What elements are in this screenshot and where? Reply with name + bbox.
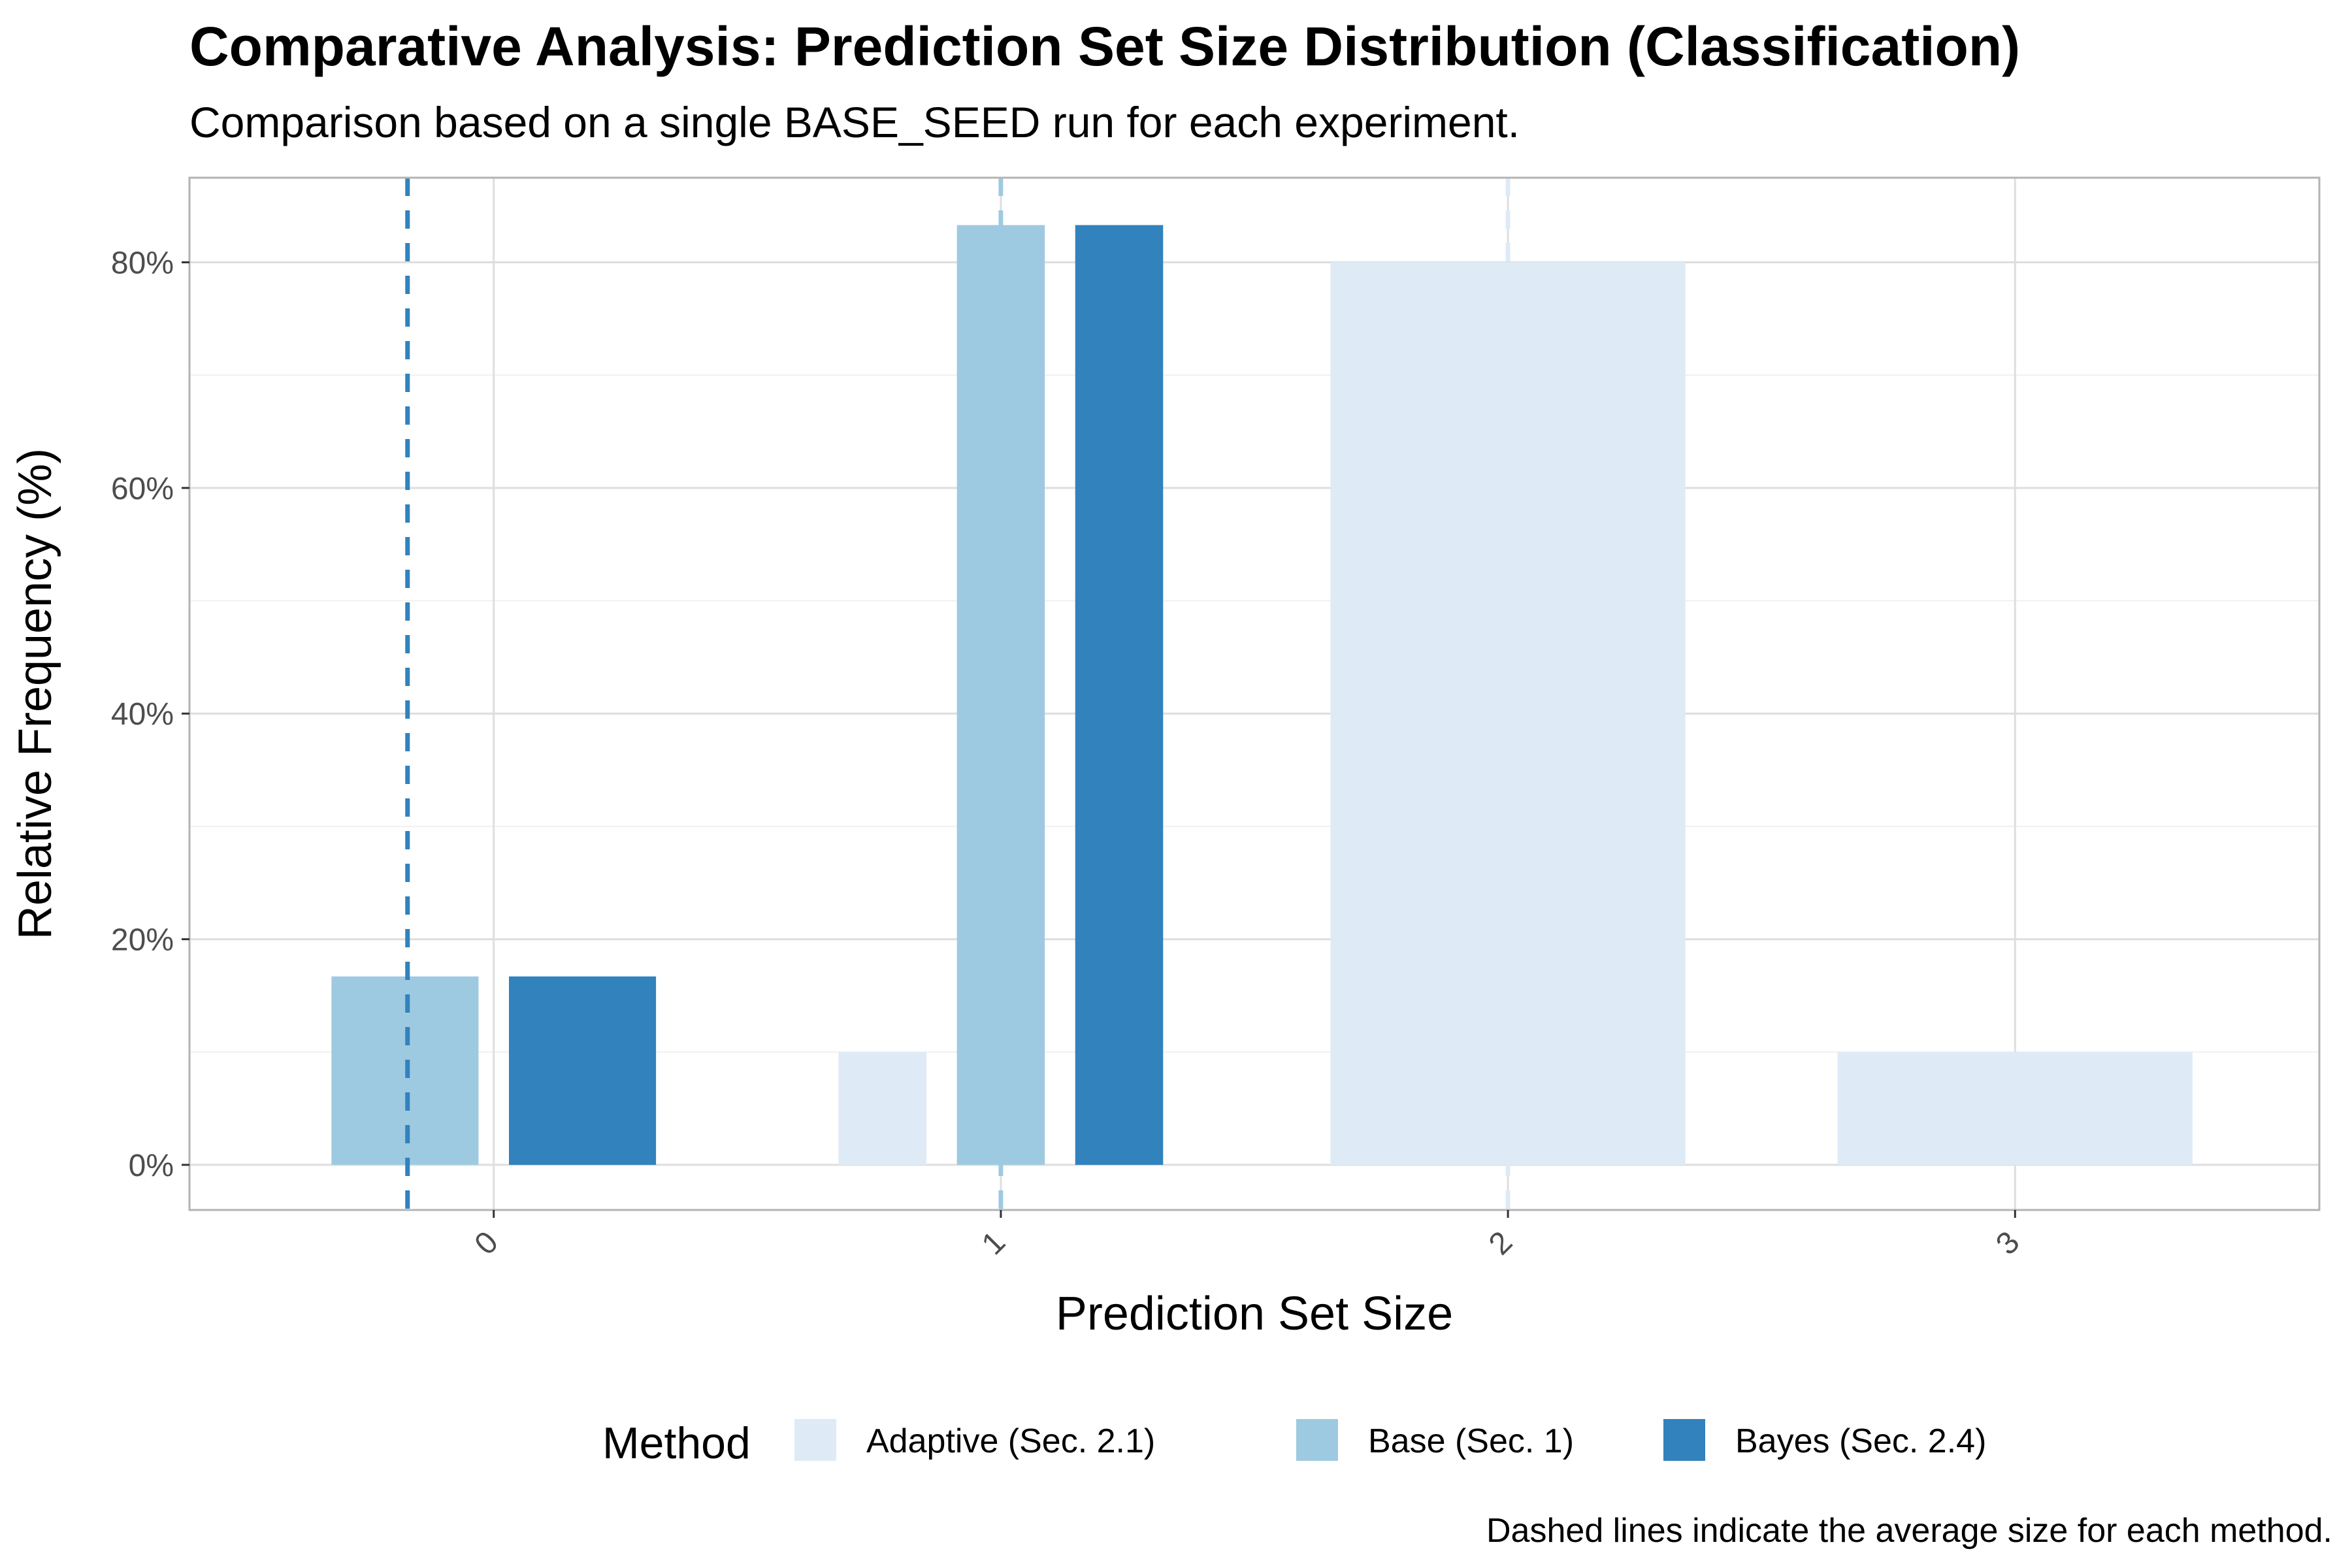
- legend-label: Bayes (Sec. 2.4): [1735, 1422, 1986, 1460]
- chart-title: Comparative Analysis: Prediction Set Siz…: [189, 16, 2020, 77]
- legend-label: Base (Sec. 1): [1368, 1422, 1574, 1460]
- x-tick-label: 1: [975, 1225, 1012, 1262]
- legend-items: Adaptive (Sec. 2.1) Base (Sec. 1) Bayes (S…: [794, 1419, 1986, 1461]
- x-tick-label: 0: [468, 1225, 505, 1262]
- y-tick-label: 20%: [111, 923, 174, 958]
- legend-title: Method: [602, 1418, 751, 1468]
- legend: Method Adaptive (Sec. 2.1) Base (Sec. 1) B…: [602, 1418, 1986, 1468]
- bar: [331, 976, 479, 1165]
- y-tick-label: 0%: [129, 1149, 174, 1183]
- bar: [509, 976, 657, 1165]
- legend-item: Adaptive (Sec. 2.1): [794, 1419, 1155, 1461]
- x-axis-title: Prediction Set Size: [1056, 1288, 1453, 1340]
- y-axis-ticks: 0% 20% 40% 60% 80%: [111, 246, 189, 1183]
- x-tick-label: 2: [1482, 1225, 1519, 1262]
- bar: [838, 1052, 927, 1165]
- legend-item: Bayes (Sec. 2.4): [1663, 1419, 1986, 1461]
- legend-swatch: [1663, 1419, 1705, 1461]
- legend-swatch: [794, 1419, 836, 1461]
- chart-caption: Dashed lines indicate the average size f…: [1486, 1512, 2332, 1550]
- x-axis-ticks: 0 1 2 3: [468, 1210, 2027, 1262]
- bar: [956, 225, 1045, 1165]
- x-tick-label: 3: [1989, 1225, 2026, 1262]
- average-lines: [405, 178, 1511, 1210]
- y-tick-label: 60%: [111, 472, 174, 506]
- y-axis-title: Relative Frequency (%): [9, 448, 61, 939]
- legend-swatch: [1296, 1419, 1338, 1461]
- bar: [1837, 1052, 2193, 1165]
- legend-item: Base (Sec. 1): [1296, 1419, 1574, 1461]
- bar: [1075, 225, 1164, 1165]
- y-tick-label: 40%: [111, 697, 174, 732]
- legend-label: Adaptive (Sec. 2.1): [866, 1422, 1155, 1460]
- chart-subtitle: Comparison based on a single BASE_SEED r…: [189, 98, 1520, 146]
- panel-border: [188, 176, 2321, 1211]
- y-tick-label: 80%: [111, 246, 174, 281]
- plot-panel: [188, 176, 2321, 1211]
